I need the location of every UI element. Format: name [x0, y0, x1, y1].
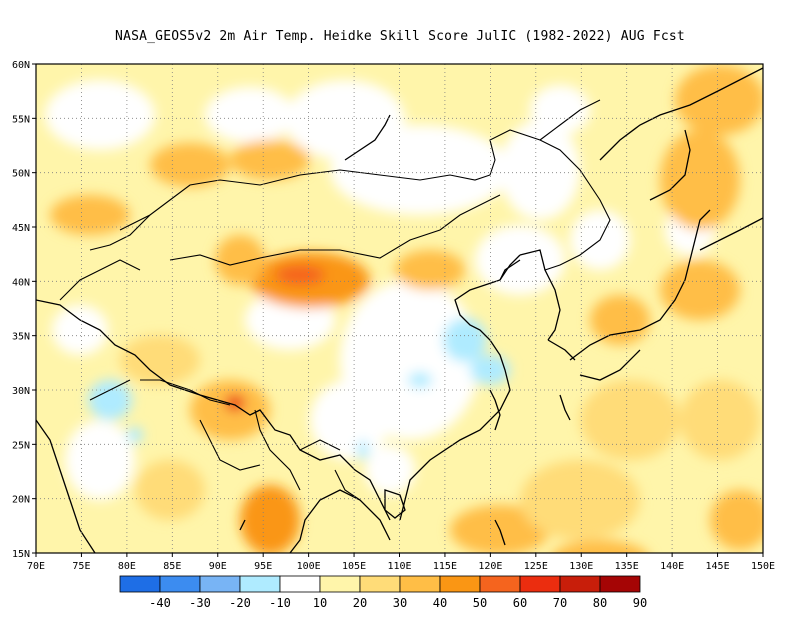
- longitude-axis: 70E 75E 80E 85E 90E 95E 100E 105E 110E 115E 120E 12…: [27, 553, 775, 572]
- colorbar-label: 40: [433, 596, 447, 610]
- lon-tick-label: 90E: [209, 561, 227, 572]
- lat-tick-label: 30N: [12, 386, 30, 397]
- lon-tick-label: 80E: [118, 561, 136, 572]
- lon-tick-label: 125E: [524, 561, 548, 572]
- colorbar-swatch: [239, 575, 281, 593]
- lon-tick-label: 105E: [342, 561, 366, 572]
- lon-tick-label: 85E: [163, 561, 181, 572]
- lon-tick-label: 95E: [254, 561, 272, 572]
- lon-tick-label: 130E: [569, 561, 593, 572]
- lon-tick-label: 135E: [615, 561, 639, 572]
- lon-tick-label: 75E: [72, 561, 90, 572]
- lat-tick-label: 25N: [12, 440, 30, 451]
- colorbar-swatch: [479, 575, 521, 593]
- lat-tick-label: 50N: [12, 169, 30, 180]
- lat-tick-label: 60N: [12, 60, 30, 71]
- lon-tick-label: 150E: [751, 561, 775, 572]
- colorbar-label: 90: [633, 596, 647, 610]
- lat-tick-label: 15N: [12, 549, 30, 560]
- country-borders: [59, 99, 611, 501]
- colorbar-legend: -40 -30 -20 -10 10 20 30 40 50 60 70 80 90: [119, 575, 647, 610]
- colorbar-label: -20: [229, 596, 251, 610]
- lon-tick-label: 140E: [660, 561, 684, 572]
- colorbar-label: 60: [513, 596, 527, 610]
- colorbar-label: 10: [313, 596, 327, 610]
- lat-tick-label: 20N: [12, 495, 30, 506]
- colorbar-swatch: [199, 575, 241, 593]
- colorbar-swatch: [159, 575, 201, 593]
- colorbar-swatch: [359, 575, 401, 593]
- page-title: NASA_GEOS5v2 2m Air Temp. Heidke Skill S…: [115, 29, 685, 44]
- gridlines: [36, 64, 763, 553]
- lat-tick-label: 45N: [12, 223, 30, 234]
- lon-tick-label: 120E: [478, 561, 502, 572]
- coastlines: [36, 67, 763, 553]
- colorbar-swatch: [559, 575, 601, 593]
- lat-tick-label: 35N: [12, 332, 30, 343]
- skill-field: [45, 65, 763, 553]
- colorbar-swatch: [439, 575, 481, 593]
- colorbar-swatch: [279, 575, 321, 593]
- lon-tick-label: 115E: [433, 561, 457, 572]
- colorbar-label: 30: [393, 596, 407, 610]
- colorbar-swatch: [319, 575, 361, 593]
- lat-tick-label: 55N: [12, 114, 30, 125]
- colorbar-swatch: [119, 575, 161, 593]
- colorbar-label: 80: [593, 596, 607, 610]
- lon-tick-label: 70E: [27, 561, 45, 572]
- colorbar-swatch: [399, 575, 441, 593]
- lon-tick-label: 100E: [297, 561, 321, 572]
- colorbar-label: -30: [189, 596, 211, 610]
- colorbar-label: 20: [353, 596, 367, 610]
- latitude-axis: 15N 20N 25N 30N 35N 40N 45N 50N 55N 60N: [12, 60, 36, 560]
- lon-tick-label: 110E: [387, 561, 411, 572]
- lat-tick-label: 40N: [12, 277, 30, 288]
- colorbar-swatch: [519, 575, 561, 593]
- colorbar-label: 50: [473, 596, 487, 610]
- colorbar-label: -10: [269, 596, 291, 610]
- lon-tick-label: 145E: [706, 561, 730, 572]
- colorbar-label: 70: [553, 596, 567, 610]
- colorbar-label: -40: [149, 596, 171, 610]
- colorbar-swatch: [599, 575, 641, 593]
